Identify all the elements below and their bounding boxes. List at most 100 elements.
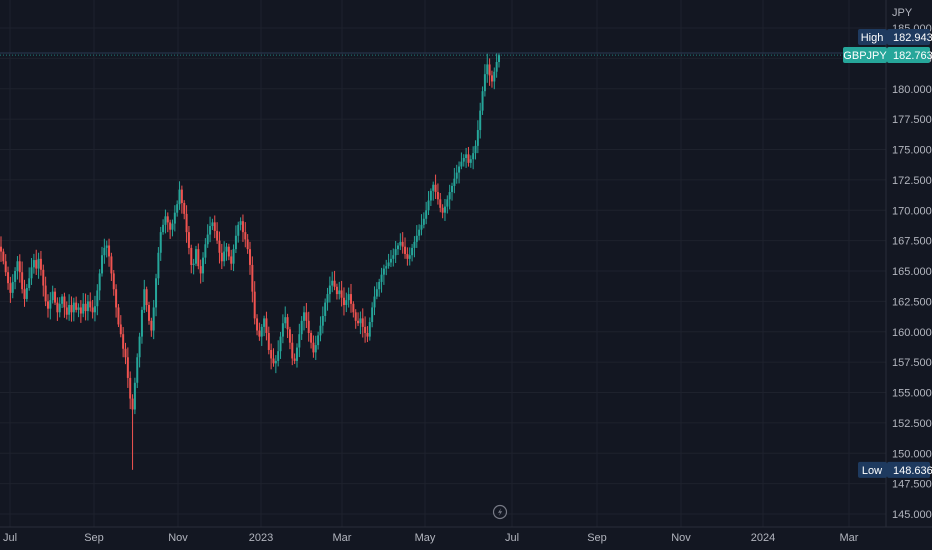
candle-body — [211, 222, 214, 227]
candle-body — [225, 246, 228, 252]
x-tick-label: Sep — [84, 532, 104, 544]
candle-body — [439, 199, 442, 208]
candle-body — [432, 184, 435, 191]
candle-body — [396, 245, 399, 250]
candle-body — [371, 307, 374, 323]
candle-body — [267, 332, 270, 350]
candle-body — [303, 312, 306, 321]
svg-text:182.763: 182.763 — [893, 50, 932, 62]
candle-body — [465, 154, 468, 159]
candle-body — [490, 75, 493, 82]
candle-body — [305, 312, 308, 321]
candle-body — [82, 303, 85, 314]
svg-text:High: High — [861, 32, 884, 44]
candle-body — [446, 199, 449, 207]
candle-body — [413, 241, 416, 248]
candle-body — [159, 232, 162, 253]
candle-body — [394, 249, 397, 256]
candle-body — [488, 64, 491, 76]
candle-body — [493, 71, 496, 82]
candle-body — [354, 312, 357, 321]
candle-body — [140, 309, 143, 337]
candle-body — [171, 223, 174, 230]
lightning-icon[interactable] — [492, 504, 508, 520]
candle-body — [63, 296, 66, 308]
candle-body — [380, 274, 383, 282]
x-tick-label: Jul — [3, 532, 17, 544]
candle-body — [46, 301, 49, 309]
candle-body — [277, 351, 280, 361]
candle-body — [68, 305, 71, 315]
candle-body — [166, 216, 169, 223]
candle-body — [232, 249, 235, 264]
time-axis[interactable]: Jul Sep Nov 2023 Mar May Jul Sep Nov 2024 Mar — [3, 532, 859, 544]
candle-body — [272, 358, 275, 364]
x-tick-label: Mar — [840, 532, 859, 544]
y-tick-label: 165.000 — [892, 266, 932, 278]
candle-body — [119, 324, 122, 335]
candle-body — [291, 342, 294, 359]
candle-body — [0, 246, 2, 252]
candle-body — [223, 251, 226, 262]
candle-body — [169, 222, 172, 230]
candle-body — [307, 320, 310, 333]
candle-body — [385, 266, 388, 269]
candle-body — [389, 258, 392, 263]
candle-body — [185, 213, 188, 233]
candle-body — [378, 281, 381, 290]
candle-body — [350, 294, 353, 304]
candle-body — [246, 239, 249, 250]
y-tick-label: 145.000 — [892, 509, 932, 521]
svg-text:182.943: 182.943 — [893, 32, 932, 44]
candle-body — [157, 252, 160, 279]
candle-body — [448, 192, 451, 200]
candle-body — [199, 266, 202, 274]
candle-body — [192, 263, 195, 265]
candle-body — [340, 290, 343, 298]
candle-body — [274, 360, 277, 364]
low-badge: Low 148.636 — [858, 461, 932, 478]
high-badge: High 182.943 — [858, 29, 932, 45]
candle-body — [415, 235, 418, 242]
candle-body — [443, 206, 446, 213]
candle-body — [143, 289, 146, 310]
candle-body — [342, 297, 345, 306]
candle-body — [150, 320, 153, 331]
candle-body — [427, 200, 430, 211]
candle-body — [345, 300, 348, 306]
candle-body — [86, 301, 89, 312]
y-tick-label: 167.500 — [892, 236, 932, 248]
price-badges: High 182.943 GBPJPY 182.763 Low 148.636 — [843, 29, 932, 478]
candle-body — [164, 216, 167, 225]
candle-body — [21, 272, 24, 290]
candle-body — [133, 382, 136, 410]
candle-body — [314, 345, 317, 353]
x-tick-label: Sep — [587, 532, 607, 544]
candle-body — [115, 289, 118, 308]
candle-body — [178, 189, 181, 205]
candles — [0, 52, 500, 470]
candle-body — [187, 232, 190, 248]
y-tick-label: 160.000 — [892, 327, 932, 339]
candle-body — [37, 258, 40, 269]
candle-body — [61, 296, 64, 304]
candle-body — [183, 202, 186, 214]
candle-body — [324, 302, 327, 316]
candle-body — [498, 55, 500, 63]
candle-body — [368, 322, 371, 337]
candle-body — [117, 307, 120, 325]
candle-body — [387, 262, 390, 267]
candle-body — [472, 153, 475, 160]
candle-body — [227, 246, 230, 257]
candle-body — [9, 283, 12, 293]
candle-body — [155, 278, 158, 308]
candle-body — [300, 320, 303, 335]
candle-body — [93, 306, 96, 313]
candle-body — [72, 302, 75, 313]
candle-body — [30, 267, 33, 279]
y-tick-label: 147.500 — [892, 479, 932, 491]
y-tick-label: 172.500 — [892, 175, 932, 187]
candle-body — [258, 330, 261, 337]
